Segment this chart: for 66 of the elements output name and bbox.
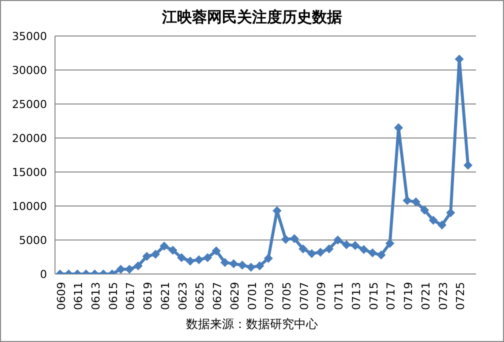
point <box>220 258 230 267</box>
x-tick-label: 0705 <box>280 282 294 310</box>
point <box>307 249 316 258</box>
point <box>186 256 195 266</box>
point <box>464 160 472 170</box>
y-tick-label: 20000 <box>12 132 47 145</box>
point <box>160 242 169 251</box>
point <box>420 206 430 215</box>
point <box>203 253 212 262</box>
x-tick-label: 0717 <box>384 282 398 310</box>
x-tick-label: 0611 <box>72 282 86 310</box>
x-tick-label: 0711 <box>332 282 346 310</box>
y-tick-label: 30000 <box>12 64 47 77</box>
point <box>324 244 334 254</box>
point <box>298 244 308 254</box>
point <box>238 260 247 270</box>
y-tick-label: 35000 <box>12 30 47 43</box>
point <box>168 246 178 255</box>
point <box>342 240 351 250</box>
point <box>428 216 438 225</box>
point <box>264 254 273 263</box>
y-tick-label: 5000 <box>19 234 47 247</box>
x-tick-label: 0707 <box>298 282 311 310</box>
point <box>437 220 446 230</box>
point <box>316 248 325 257</box>
x-tick-label: 0623 <box>176 282 190 310</box>
source-note: 数据来源：数据研究中心 <box>185 316 319 333</box>
chart-title: 江映蓉网民关注度历史数据 <box>161 8 343 27</box>
x-tick-label: 0613 <box>90 282 103 310</box>
x-tick-label: 0627 <box>211 282 224 310</box>
point <box>402 196 412 206</box>
y-tick-label: 10000 <box>12 200 47 213</box>
x-tick-label: 0703 <box>263 282 276 310</box>
x-tick-label: 0715 <box>367 282 380 310</box>
x-tick-label: 0713 <box>350 282 363 310</box>
point <box>134 261 143 270</box>
x-tick-label: 0615 <box>106 282 120 310</box>
x-tick-label: 0701 <box>246 282 259 310</box>
x-tick-label: 0725 <box>454 282 468 310</box>
x-tick-label: 0619 <box>142 282 155 310</box>
x-tick-label: 0609 <box>54 282 68 310</box>
point <box>246 262 256 272</box>
point <box>368 248 378 258</box>
point <box>150 250 160 259</box>
y-tick-label: 15000 <box>12 166 47 179</box>
point <box>359 245 368 254</box>
x-tick-label: 0709 <box>315 282 328 310</box>
y-tick-label: 25000 <box>12 98 47 111</box>
point <box>229 259 238 268</box>
x-tick-label: 0621 <box>158 282 172 310</box>
point <box>194 255 204 264</box>
point <box>177 253 186 262</box>
point <box>212 246 221 256</box>
x-tick-label: 0625 <box>194 282 207 310</box>
point <box>255 261 264 270</box>
x-tick-label: 0629 <box>228 282 242 310</box>
x-tick-label: 0617 <box>124 282 138 310</box>
point <box>376 250 386 260</box>
point <box>350 240 360 250</box>
point <box>333 236 342 244</box>
y-tick-label: 0 <box>40 268 47 281</box>
x-tick-label: 0723 <box>436 282 450 310</box>
x-tick-label: 0719 <box>402 282 416 310</box>
point <box>411 197 420 206</box>
x-tick-label: 0721 <box>419 282 432 310</box>
point <box>142 252 152 261</box>
